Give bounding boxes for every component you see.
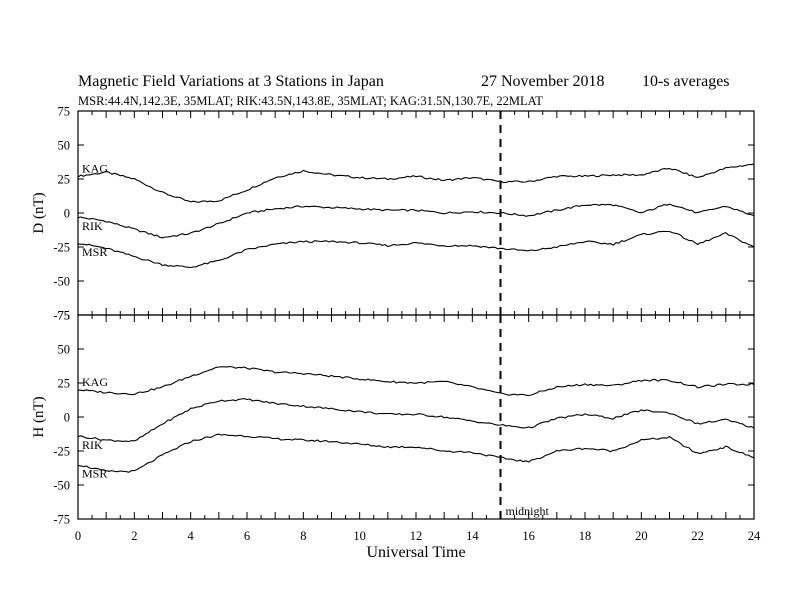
x-tick-label: 12 — [410, 529, 423, 543]
axis-text: -75 -50 -25 0 25 50 75 D (nT) KAG RIK MSR -75 -50 -25… — [31, 105, 761, 562]
y-tick-label: -50 — [53, 275, 70, 289]
y-tick-label: -50 — [53, 479, 70, 493]
chart-date: 27 November 2018 — [481, 73, 605, 90]
series-label-msr: MSR — [82, 467, 107, 481]
series-line-rik — [77, 203, 755, 239]
series-label-msr: MSR — [82, 245, 107, 259]
chart-averaging: 10-s averages — [642, 73, 730, 90]
chart-title: Magnetic Field Variations at 3 Stations … — [78, 73, 384, 90]
x-tick-label: 6 — [244, 529, 250, 543]
y-axis-label: D (nT) — [31, 192, 47, 233]
x-tick-label: 8 — [300, 529, 306, 543]
x-tick-label: 4 — [188, 529, 195, 543]
series-line-msr — [77, 433, 755, 473]
y-tick-label: 75 — [58, 309, 71, 323]
x-tick-label: 0 — [75, 529, 81, 543]
x-tick-label: 2 — [131, 529, 137, 543]
series-line-rik — [77, 398, 755, 443]
x-tick-label: 24 — [748, 529, 761, 543]
y-tick-label: 50 — [58, 343, 71, 357]
y-tick-label: -25 — [53, 241, 70, 255]
series-label-rik: RIK — [82, 438, 103, 452]
x-tick-label: 16 — [522, 529, 535, 543]
x-tick-label: 20 — [635, 529, 648, 543]
y-tick-label: 0 — [64, 207, 70, 221]
y-axis-label: H (nT) — [31, 396, 47, 437]
midnight-label: midnight — [506, 504, 550, 518]
x-tick-label: 22 — [691, 529, 704, 543]
panel-frames — [77, 110, 755, 520]
y-tick-label: 75 — [58, 105, 71, 119]
y-tick-label: -25 — [53, 445, 70, 459]
y-tick-label: -75 — [53, 513, 70, 527]
y-tick-label: 25 — [58, 173, 71, 187]
plot-frame-H — [77, 314, 755, 520]
y-tick-label: 25 — [58, 377, 71, 391]
plot-frame-D — [77, 110, 755, 316]
series-line-msr — [77, 230, 755, 269]
x-tick-label: 18 — [579, 529, 592, 543]
x-tick-label: 10 — [353, 529, 366, 543]
y-tick-label: 0 — [64, 411, 70, 425]
series-line-kag — [77, 163, 755, 203]
series-lines — [77, 111, 755, 519]
y-tick-label: -75 — [53, 309, 70, 323]
series-line-kag — [78, 365, 755, 397]
station-coordinates: MSR:44.4N,142.3E, 35MLAT; RIK:43.5N,143.… — [78, 94, 543, 108]
x-tick-label: 14 — [466, 529, 479, 543]
y-tick-label: 50 — [58, 139, 71, 153]
series-label-kag: KAG — [82, 375, 108, 389]
x-axis-label: Universal Time — [366, 544, 465, 561]
series-label-kag: KAG — [82, 161, 108, 175]
series-label-rik: RIK — [82, 219, 103, 233]
